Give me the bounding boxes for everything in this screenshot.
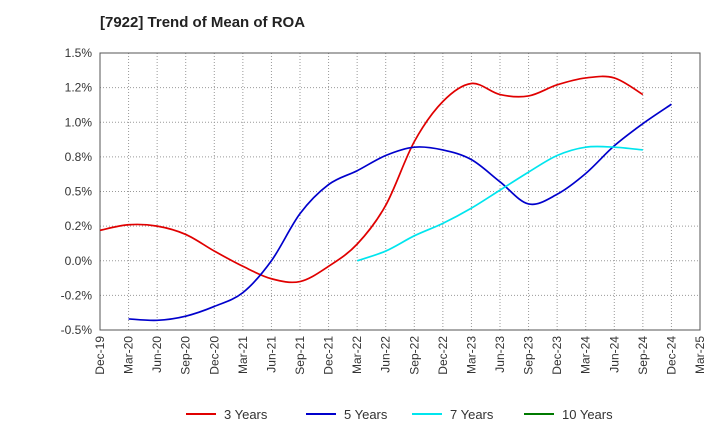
x-tick-label: Jun-22 — [379, 336, 393, 373]
y-tick-label: 0.8% — [65, 150, 93, 164]
x-tick-label: Dec-24 — [664, 336, 678, 375]
plot-border — [99, 52, 701, 331]
y-tick-label: 0.5% — [65, 185, 93, 199]
y-tick-label: -0.2% — [61, 288, 93, 302]
y-tick-label: 1.0% — [65, 115, 93, 129]
y-tick-label: -0.5% — [61, 323, 93, 337]
x-tick-label: Sep-24 — [636, 336, 650, 375]
x-tick-label: Mar-20 — [122, 336, 136, 374]
legend-label-3-years: 3 Years — [224, 407, 268, 422]
x-tick-label: Dec-19 — [93, 336, 107, 375]
x-tick-label: Sep-23 — [522, 336, 536, 375]
legend-label-5-years: 5 Years — [344, 407, 388, 422]
x-tick-label: Sep-22 — [407, 336, 421, 375]
x-tick-label: Jun-21 — [264, 336, 278, 373]
series-line-7-years — [356, 145, 643, 262]
x-tick-label: Sep-21 — [293, 336, 307, 375]
plot-area: -0.5% -0.2% 0.0% 0.2% 0.5% 0.8% 1.0% 1.2% 1.5% De… — [61, 46, 707, 375]
legend: 3 Years 5 Years 7 Years 10 Years — [186, 407, 613, 422]
x-tick-label: Mar-23 — [464, 336, 478, 374]
y-tick-label: 1.5% — [65, 46, 93, 60]
x-tick-label: Mar-24 — [579, 336, 593, 374]
x-tick-label: Mar-22 — [350, 336, 364, 374]
x-tick-label: Dec-21 — [322, 336, 336, 375]
x-tick-label: Dec-22 — [436, 336, 450, 375]
x-tick-label: Dec-23 — [550, 336, 564, 375]
legend-label-10-years: 10 Years — [562, 407, 613, 422]
series-line-5-years — [128, 103, 672, 322]
y-tick-label: 0.0% — [65, 254, 93, 268]
x-tick-label: Mar-25 — [693, 336, 707, 374]
series-line-3-years — [99, 75, 644, 284]
x-tick-label: Dec-20 — [207, 336, 221, 375]
x-tick-label: Mar-21 — [236, 336, 250, 374]
x-tick-label: Jun-24 — [607, 336, 621, 373]
chart-title: [7922] Trend of Mean of ROA — [100, 14, 305, 31]
x-tick-label: Sep-20 — [179, 336, 193, 375]
x-tick-label: Jun-20 — [150, 336, 164, 373]
y-tick-label: 1.2% — [65, 81, 93, 95]
y-tick-label: 0.2% — [65, 219, 93, 233]
x-tick-label: Jun-23 — [493, 336, 507, 373]
legend-label-7-years: 7 Years — [450, 407, 494, 422]
